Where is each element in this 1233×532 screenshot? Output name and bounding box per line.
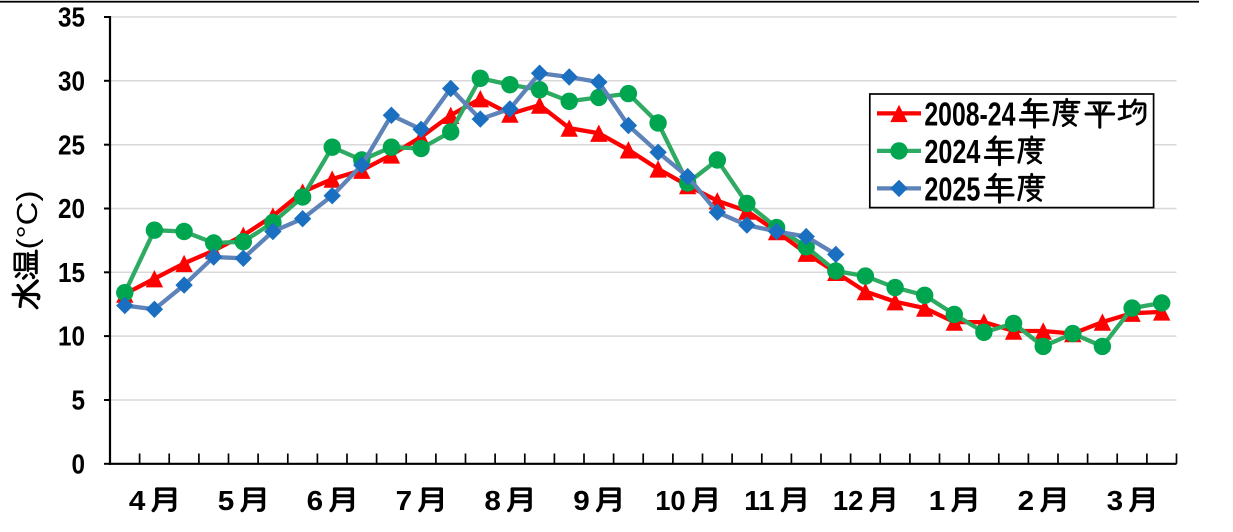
svg-text:12: 12 <box>833 485 864 516</box>
svg-text:7: 7 <box>396 485 413 516</box>
svg-text:11: 11 <box>744 485 775 516</box>
svg-text:2025: 2025 <box>924 170 980 207</box>
svg-text:1: 1 <box>929 485 946 516</box>
svg-text:25: 25 <box>58 129 85 160</box>
svg-text:9: 9 <box>573 485 590 516</box>
svg-text:10: 10 <box>655 485 686 516</box>
svg-text:8: 8 <box>484 485 501 516</box>
svg-text:2008-24: 2008-24 <box>924 95 1015 132</box>
svg-text:(°C): (°C) <box>12 191 44 250</box>
svg-text:4: 4 <box>129 485 146 516</box>
svg-text:6: 6 <box>307 485 324 516</box>
svg-text:5: 5 <box>72 385 86 416</box>
svg-text:20: 20 <box>58 193 85 224</box>
svg-text:0: 0 <box>72 448 86 479</box>
svg-text:15: 15 <box>58 257 85 288</box>
svg-text:2: 2 <box>1018 485 1034 516</box>
svg-text:3: 3 <box>1107 485 1124 516</box>
svg-text:30: 30 <box>58 65 85 96</box>
svg-text:10: 10 <box>58 321 85 352</box>
svg-text:5: 5 <box>218 485 235 516</box>
svg-text:35: 35 <box>58 2 85 33</box>
svg-text:2024: 2024 <box>924 133 980 170</box>
